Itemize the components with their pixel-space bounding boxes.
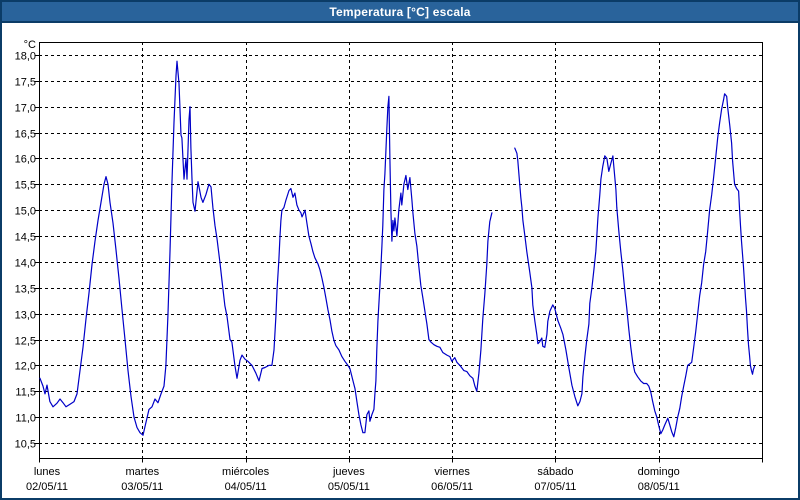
day-date-label: 07/05/11 [534,481,576,493]
y-tick-label: 16,0 [15,154,36,166]
y-tick-label: 13,5 [15,284,36,296]
y-tick-label: 11,0 [15,413,36,425]
day-date-label: 02/05/11 [26,481,68,493]
day-name-label: sábado [537,466,573,478]
day-date-label: 08/05/11 [638,481,680,493]
day-date-label: 03/05/11 [121,481,163,493]
day-name-label: jueves [332,466,365,478]
day-name-label: lunes [34,466,61,478]
y-tick-label: 15,0 [15,206,36,218]
day-name-label: martes [125,466,159,478]
y-tick-label: 17,0 [15,103,36,115]
temperature-line [514,93,756,438]
y-tick-label: 10,5 [15,439,36,451]
y-tick-label: 14,0 [15,258,36,270]
y-tick-label: 17,5 [15,77,36,89]
y-tick-label: 11,5 [15,387,36,399]
plot-border [39,42,763,459]
y-tick-label: 12,0 [15,361,36,373]
day-date-label: 06/05/11 [431,481,473,493]
y-tick-label: 16,5 [15,129,36,141]
day-date-label: 04/05/11 [225,481,267,493]
day-name-label: miércoles [222,466,270,478]
y-tick-label: 18,0 [15,51,36,63]
temperature-line [39,60,493,436]
y-unit-label: °C [24,39,36,51]
y-tick-label: 12,5 [15,336,36,348]
y-tick-label: 13,0 [15,310,36,322]
day-name-label: viernes [434,466,470,478]
day-date-label: 05/05/11 [328,481,370,493]
window-title: Temperatura [°C] escala [329,4,471,19]
y-tick-label: 14,5 [15,232,36,244]
y-tick-label: 15,5 [15,180,36,192]
title-bar: Temperatura [°C] escala [2,2,798,23]
day-name-label: domingo [638,466,680,478]
